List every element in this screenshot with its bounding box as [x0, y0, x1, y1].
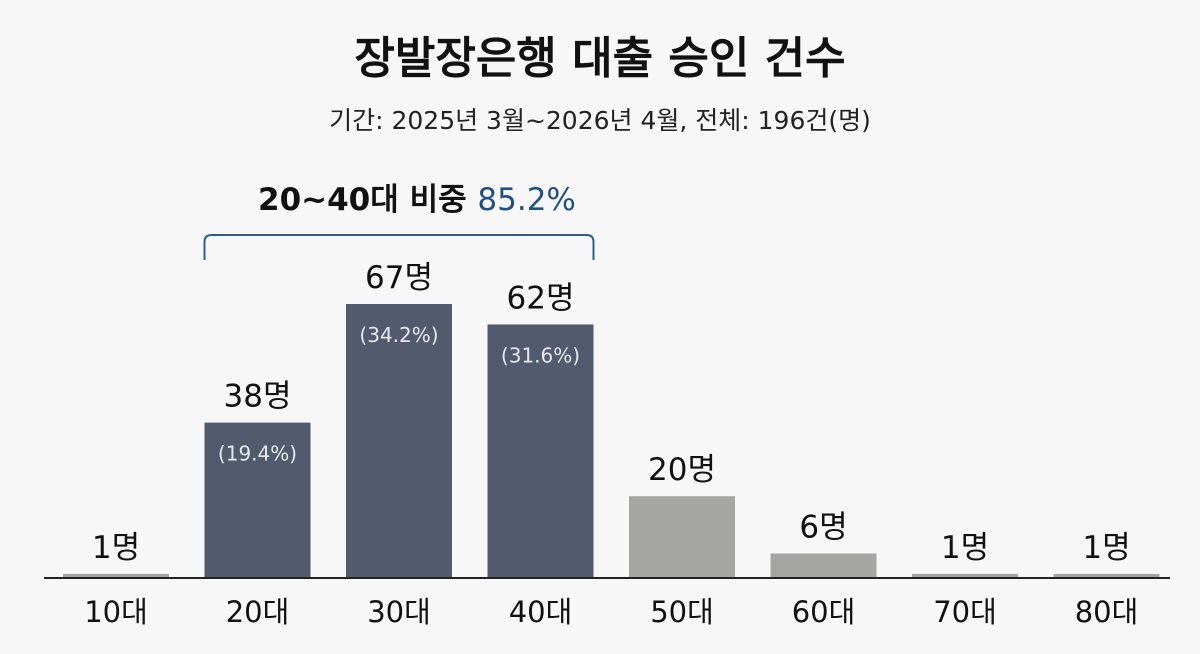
- value-label: 20명: [648, 452, 716, 488]
- bar: [346, 304, 452, 578]
- annotation-value: 85.2%: [477, 182, 576, 218]
- bar: [770, 553, 877, 578]
- value-label: 1명: [941, 530, 989, 566]
- percent-label: (19.4%): [218, 442, 297, 466]
- category-label: 70대: [933, 595, 997, 629]
- value-label: 67명: [365, 260, 433, 296]
- category-label: 20대: [226, 595, 290, 629]
- category-label: 50대: [650, 595, 714, 629]
- bar: [204, 422, 311, 578]
- value-label: 1명: [1082, 530, 1130, 566]
- bar: [1053, 573, 1160, 578]
- value-label: 38명: [224, 379, 292, 415]
- annotation: 20~40대 비중 85.2%: [258, 174, 576, 219]
- annotation-bracket: [203, 234, 595, 260]
- category-label: 60대: [792, 595, 856, 629]
- bar: [629, 496, 735, 578]
- category-label: 30대: [367, 595, 431, 629]
- value-label: 1명: [92, 530, 140, 566]
- chart-subtitle: 기간: 2025년 3월~2026년 4월, 전체: 196건(명): [329, 106, 871, 135]
- annotation-text: 20~40대 비중: [258, 182, 467, 218]
- percent-label: (31.6%): [501, 343, 580, 367]
- bar: [912, 573, 1018, 578]
- bar: [63, 573, 169, 578]
- percent-label: (34.2%): [359, 323, 438, 347]
- value-label: 62명: [507, 280, 575, 316]
- category-label: 80대: [1075, 595, 1139, 629]
- category-label: 10대: [84, 595, 148, 629]
- bar: [487, 324, 594, 578]
- value-label: 6명: [799, 509, 847, 545]
- category-label: 40대: [509, 595, 573, 629]
- chart-title: 장발장은행 대출 승인 건수: [354, 33, 846, 84]
